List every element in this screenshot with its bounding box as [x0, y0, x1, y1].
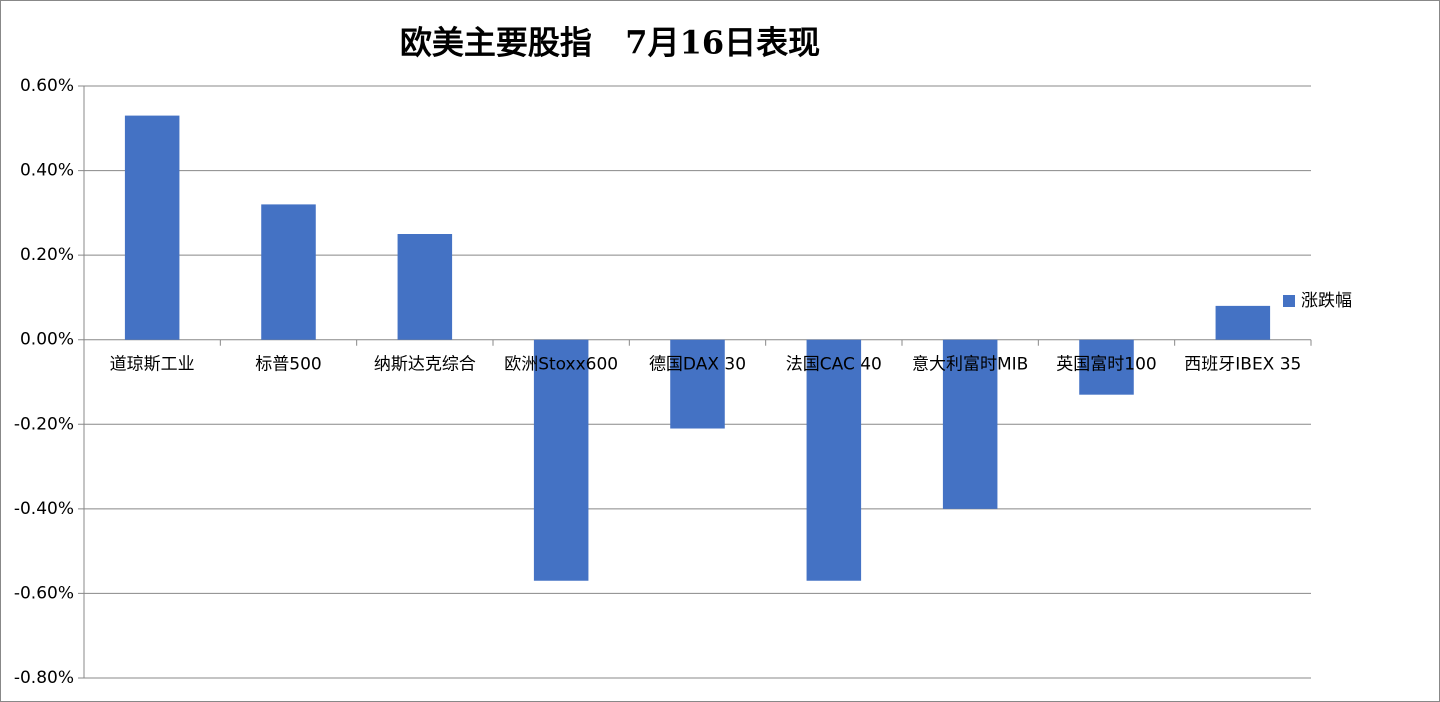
legend-swatch — [1283, 295, 1295, 307]
bar — [397, 234, 453, 340]
x-tick-label: 法国CAC 40 — [786, 355, 882, 375]
x-tick-label: 欧洲Stoxx600 — [504, 355, 618, 375]
y-tick-label: -0.20% — [14, 414, 74, 434]
chart-title: 欧美主要股指 7月16日表现 — [400, 24, 820, 62]
bar — [261, 204, 316, 340]
y-tick-label: 0.20% — [20, 245, 74, 265]
bar — [942, 339, 998, 509]
y-tick-label: 0.60% — [20, 76, 74, 96]
legend-label: 涨跌幅 — [1301, 291, 1352, 311]
x-tick-label: 意大利富时MIB — [912, 355, 1028, 375]
bar — [124, 115, 180, 340]
x-tick-label: 道琼斯工业 — [110, 355, 195, 375]
x-tick-label: 西班牙IBEX 35 — [1184, 355, 1301, 375]
x-tick-label: 德国DAX 30 — [649, 355, 746, 375]
y-tick-label: 0.40% — [20, 161, 74, 181]
bar — [806, 339, 862, 581]
x-tick-label: 纳斯达克综合 — [374, 355, 476, 375]
bar — [670, 339, 725, 429]
bar — [1215, 305, 1271, 340]
x-tick-label: 标普500 — [255, 355, 321, 375]
x-tick-label: 英国富时100 — [1056, 355, 1156, 375]
y-tick-label: 0.00% — [20, 330, 74, 350]
bar — [533, 339, 589, 581]
y-tick-label: -0.40% — [14, 499, 74, 519]
y-tick-label: -0.60% — [14, 583, 74, 603]
bar — [1079, 339, 1134, 395]
y-tick-label: -0.80% — [14, 668, 74, 688]
